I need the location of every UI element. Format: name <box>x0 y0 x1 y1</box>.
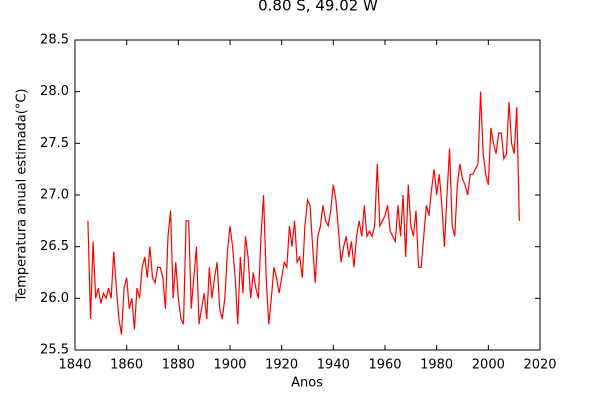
x-tick-label: 2020 <box>523 358 556 373</box>
y-tick-label: 28.5 <box>40 33 69 48</box>
y-tick-label: 28.0 <box>40 84 69 99</box>
x-tick-label: 1840 <box>58 358 91 373</box>
x-tick-label: 1980 <box>420 358 453 373</box>
plot-frame <box>74 39 541 351</box>
y-tick-label: 26.0 <box>40 291 69 306</box>
x-tick-label: 2000 <box>472 358 505 373</box>
x-tick-label: 1960 <box>368 358 401 373</box>
y-tick-label: 27.5 <box>40 136 69 151</box>
x-tick-label: 1940 <box>317 358 350 373</box>
y-axis-label: Temperatura anual estimada(°C) <box>15 89 30 303</box>
x-tick-label: 1920 <box>265 358 298 373</box>
y-tick-label: 26.5 <box>40 239 69 254</box>
x-tick-label: 1900 <box>213 358 246 373</box>
y-tick-label: 25.5 <box>40 343 69 358</box>
y-tick-label: 27.0 <box>40 188 69 203</box>
x-tick-label: 1880 <box>162 358 195 373</box>
line-series <box>87 91 520 335</box>
chart-title: 0.80 S, 49.02 W <box>258 0 378 15</box>
x-axis-label: Anos <box>291 376 323 391</box>
x-tick-label: 1860 <box>110 358 143 373</box>
